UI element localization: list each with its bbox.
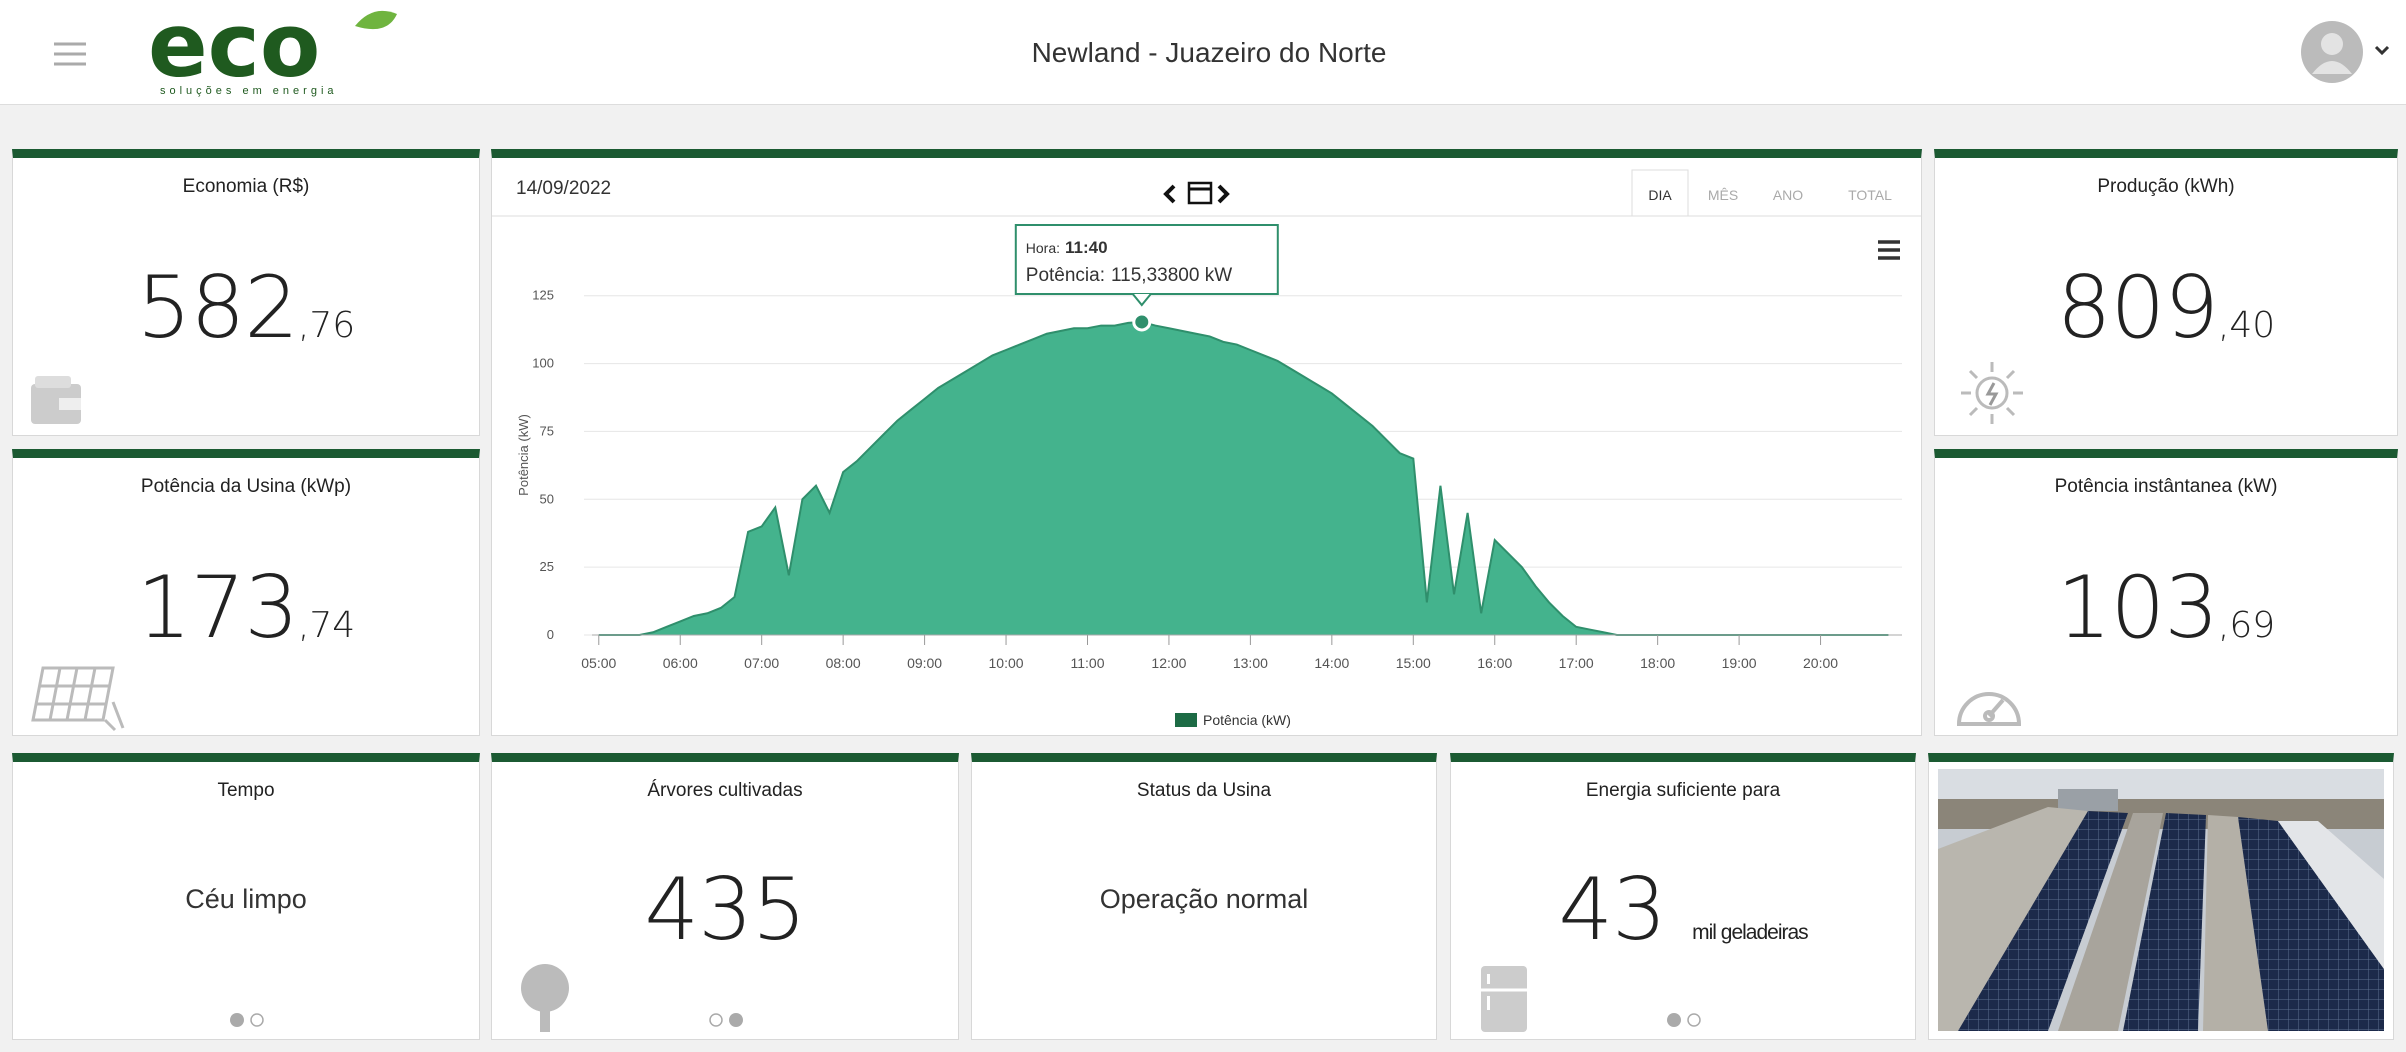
chart: 14/09/2022 DIA MÊS ANO TOTAL 0 25 50 75 100 125 Po… [492,158,1921,735]
plant-photo [1938,769,2384,1031]
card-photo [1928,753,2394,1040]
card-value: 809,40 [1935,258,2397,358]
tooltip-arrow [1133,294,1151,305]
status-text: Operação normal [972,884,1436,915]
sun-icon [1957,358,2027,428]
card-status: Status da Usina Operação normal [971,753,1437,1040]
weather-text: Céu limpo [13,884,479,915]
y-tick-label: 125 [532,288,554,303]
card-title: Status da Usina [972,780,1436,802]
tooltip-line: Potência: 115,33800 kW [1026,265,1232,286]
chart-card: 14/09/2022 DIA MÊS ANO TOTAL 0 25 50 75 100 125 Po… [491,149,1922,736]
x-tick-label: 11:00 [1070,655,1104,671]
x-tick-label: 18:00 [1640,655,1675,671]
x-tick-label: 07:00 [744,655,779,671]
x-tick-label: 12:00 [1151,655,1186,671]
card-title: Tempo [13,780,479,802]
carousel-dots[interactable] [492,1010,960,1030]
tooltip-value: 115,33800 kW [1111,265,1232,286]
x-tick-label: 15:00 [1396,655,1431,671]
x-tick-label: 16:00 [1477,655,1512,671]
tooltip-label: Hora: [1026,240,1060,256]
y-tick-label: 100 [532,356,554,371]
page: {"header": {"logo": "eco", "logo_tagline… [0,0,2406,1052]
period-tab[interactable]: MÊS [1708,187,1738,203]
x-tick-label: 19:00 [1722,655,1757,671]
card-value: 103,69 [1935,558,2397,658]
card-arvores: Árvores cultivadas 435 [491,753,959,1040]
y-tick-label: 0 [547,627,554,642]
period-tab[interactable]: DIA [1648,187,1672,203]
x-tick-label: 14:00 [1314,655,1349,671]
value-unit: mil geladeiras [1692,921,1808,944]
value-integer: 173 [137,558,298,658]
card-value: 582,76 [13,258,479,358]
value-decimal: ,76 [298,305,355,346]
dashboard: eco soluções em energia Newland - Juazei… [0,0,2406,1052]
period-tab[interactable]: ANO [1773,187,1803,203]
carousel-dots[interactable] [1451,1010,1917,1030]
card-title: Árvores cultivadas [492,780,958,802]
x-tick-label: 09:00 [907,655,942,671]
calendar-button[interactable] [1189,183,1211,203]
card-potencia-usina: Potência da Usina (kWp) 173,74 [12,449,480,736]
hover-point [1134,314,1150,330]
x-tick-label: 05:00 [581,655,616,671]
period-tab[interactable]: TOTAL [1848,187,1892,203]
y-tick-label: 75 [540,423,554,438]
x-tick-label: 08:00 [826,655,861,671]
tooltip-label: Potência: [1026,265,1105,286]
legend-label: Potência (kW) [1203,712,1291,728]
card-value: 173,74 [13,558,479,658]
card-energia: Energia suficiente para 43 mil geladeira… [1450,753,1916,1040]
x-tick-label: 20:00 [1803,655,1838,671]
x-tick-label: 13:00 [1233,655,1268,671]
gauge-icon [1951,672,2027,732]
next-button[interactable] [1219,186,1227,202]
card-title: Economia (R$) [13,176,479,198]
y-tick-label: 25 [540,559,554,574]
header: eco soluções em energia Newland - Juazei… [0,0,2406,105]
card-value: 43 mil geladeiras [1451,860,1915,960]
card-value: 435 [492,860,958,960]
y-tick-label: 50 [540,491,554,506]
user-menu[interactable] [2301,21,2388,83]
card-title: Potência da Usina (kWp) [13,476,479,498]
carousel-dots[interactable] [13,1010,481,1030]
card-producao: Produção (kWh) 809,40 [1934,149,2398,436]
x-tick-label: 10:00 [989,655,1024,671]
x-tick-label: 06:00 [663,655,698,671]
area-fill [599,322,1889,635]
logo-tagline: soluções em energia [160,85,338,97]
card-title: Energia suficiente para [1451,780,1915,802]
card-title: Potência instântanea (kW) [1935,476,2397,498]
legend-swatch [1175,713,1197,727]
prev-button[interactable] [1166,186,1174,202]
value-decimal: ,74 [298,605,355,646]
value-decimal: ,69 [2218,605,2275,646]
wallet-icon [27,370,87,430]
tooltip-value: 11:40 [1065,238,1108,257]
logo-leaf [355,11,397,29]
card-potencia-instantanea: Potência instântanea (kW) 103,69 [1934,449,2398,736]
value-decimal: ,40 [2218,305,2275,346]
header-graphics: eco soluções em energia Newland - Juazei… [0,0,2406,104]
card-title: Produção (kWh) [1935,176,2397,198]
value-integer: 582 [137,258,298,358]
solar-panel-icon [25,662,135,734]
value-integer: 809 [2057,258,2218,358]
date: 14/09/2022 [516,178,611,199]
value-integer: 103 [2057,558,2218,658]
card-economia: Economia (R$) 582,76 [12,149,480,436]
tooltip-line: Hora: 11:40 [1026,238,1108,257]
value-number: 43 [1558,860,1665,960]
card-tempo: Tempo Céu limpo [12,753,480,1040]
chart-menu[interactable] [1878,242,1900,258]
logo: eco [148,0,320,97]
x-tick-label: 17:00 [1559,655,1594,671]
page-title: Newland - Juazeiro do Norte [1032,37,1387,68]
y-axis-title: Potência (kW) [516,414,531,496]
menu-button[interactable] [54,44,86,64]
